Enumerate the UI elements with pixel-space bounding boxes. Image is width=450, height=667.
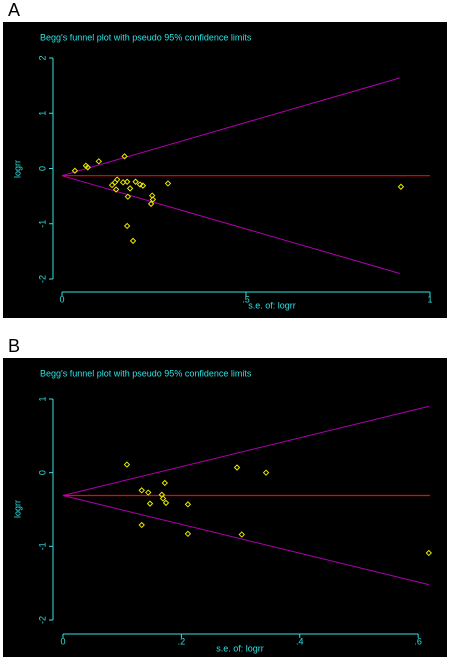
chart-title: Begg's funnel plot with pseudo 95% confi… [40,368,252,378]
data-point [184,501,192,508]
data-point [233,464,241,471]
panel-background [3,22,447,318]
chart-title: Begg's funnel plot with pseudo 95% confi… [40,32,252,42]
x-tick-label: 0 [60,636,65,646]
data-point [113,176,121,183]
data-point [159,495,167,502]
x-tick-label: 0 [59,294,64,304]
y-tick-label: -2 [37,616,47,624]
y-tick-label: 1 [37,396,47,401]
x-tick-label: .2 [178,636,186,646]
data-point [139,182,147,189]
data-point [136,181,144,188]
y-tick-label: 2 [37,55,47,60]
data-point [162,499,170,507]
data-point [164,180,172,187]
data-point [95,158,103,165]
confidence-limit [62,405,429,496]
data-point [238,531,245,538]
data-point [397,183,405,190]
x-tick-label: .4 [296,636,304,646]
data-point [132,178,139,185]
y-tick-label: 0 [37,470,47,475]
data-point [71,167,79,174]
panel-background [3,358,447,657]
confidence-limit [62,495,429,586]
data-point [112,186,120,193]
x-tick-label: .6 [414,636,422,646]
y-tick-label: 0 [37,166,47,171]
data-point [129,237,137,245]
panel-label: A [8,0,20,20]
data-point [126,185,134,192]
data-point [161,479,169,487]
data-point [147,200,155,208]
data-point [146,500,154,507]
data-point [123,222,131,230]
y-tick-label: -1 [37,542,47,550]
x-axis-title: s.e. of: logrr [216,643,264,653]
data-point [124,193,132,200]
data-point [262,469,270,476]
data-point [123,461,131,468]
data-point [84,164,91,171]
confidence-limit [61,175,400,274]
y-tick-label: -1 [37,220,47,228]
data-point [145,489,152,496]
data-point [184,530,192,538]
data-point [425,549,433,557]
y-tick-label: 1 [37,111,47,116]
y-tick-label: -2 [37,275,47,283]
panel-label: B [8,336,20,356]
confidence-limit [61,77,400,177]
data-point [138,521,145,529]
data-point [138,487,145,494]
x-axis-title: s.e. of: logrr [248,300,296,310]
y-axis-title: logrr [12,160,22,178]
data-point [149,196,157,203]
x-tick-label: 1 [427,294,432,304]
data-point [123,178,131,185]
y-axis-title: logrr [12,500,22,518]
data-point [121,153,128,160]
x-tick-label: .5 [242,294,250,304]
